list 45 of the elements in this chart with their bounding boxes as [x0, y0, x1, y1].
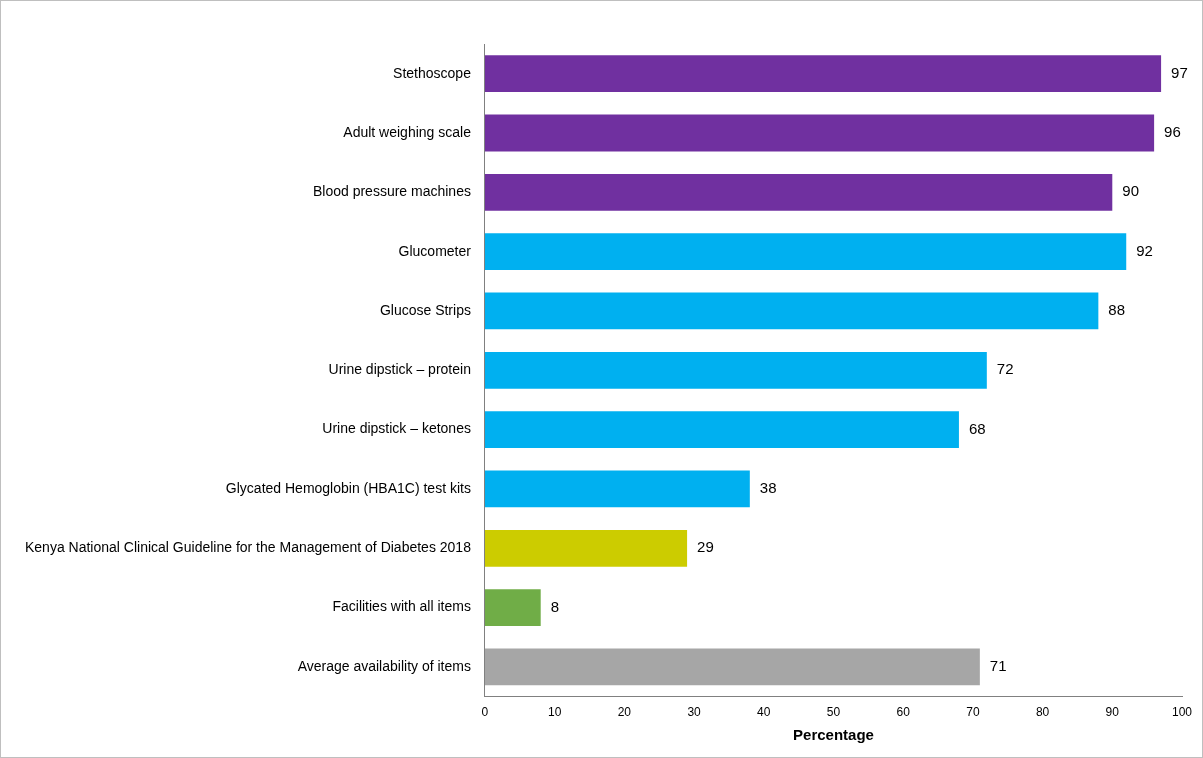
bar: [484, 589, 541, 626]
bar: [484, 114, 1155, 152]
y-tick-label: Blood pressure machines: [312, 183, 471, 200]
y-tick-label: Urine dipstick – ketones: [322, 420, 471, 437]
x-axis-title: Percentage: [793, 726, 874, 744]
x-tick-label: 30: [687, 705, 702, 720]
x-tick-label: 100: [1171, 705, 1193, 720]
y-tick-label: Facilities with all items: [332, 598, 471, 615]
x-tick-label: 40: [757, 705, 771, 720]
x-tick-label: 60: [896, 705, 911, 720]
bar: [484, 411, 959, 449]
data-label: 71: [989, 657, 1007, 675]
y-tick-label: Adult weighing scale: [343, 123, 472, 140]
x-tick-label: 90: [1105, 705, 1120, 720]
x-tick-label: 20: [617, 705, 632, 720]
data-label: 72: [996, 360, 1014, 378]
bar: [484, 529, 688, 567]
data-label: 88: [1108, 301, 1126, 319]
x-tick-label: 80: [1035, 705, 1050, 720]
y-tick-label: Kenya National Clinical Guideline for the Management of Diabetes 2018: [25, 539, 472, 556]
data-label: 92: [1136, 241, 1153, 259]
y-tick-label: Urine dipstick – protein: [328, 361, 471, 378]
y-tick-label: Glucose Strips: [379, 301, 471, 318]
data-label: 90: [1122, 182, 1139, 200]
x-tick-label: 70: [966, 705, 980, 720]
data-label: 96: [1164, 123, 1181, 141]
y-tick-label: Stethoscope: [393, 64, 472, 81]
data-label: 8: [550, 597, 560, 615]
data-label: 68: [968, 419, 986, 437]
data-label: 97: [1171, 63, 1188, 81]
x-tick-label: 10: [547, 705, 562, 720]
bar: [484, 351, 987, 389]
x-tick-label: 0: [481, 705, 489, 720]
bar: [484, 648, 980, 686]
bar: [484, 173, 1113, 211]
bar: [484, 470, 750, 508]
x-tick-label: 50: [826, 705, 841, 720]
y-tick-label: Average availability of items: [297, 657, 471, 674]
bar: [484, 292, 1099, 330]
data-label: 29: [697, 538, 714, 556]
bar: [484, 55, 1162, 93]
y-tick-label: Glycated Hemoglobin (HBA1C) test kits: [225, 479, 471, 496]
data-label: 38: [759, 479, 777, 497]
bar: [484, 233, 1127, 271]
y-tick-label: Glucometer: [398, 242, 472, 259]
